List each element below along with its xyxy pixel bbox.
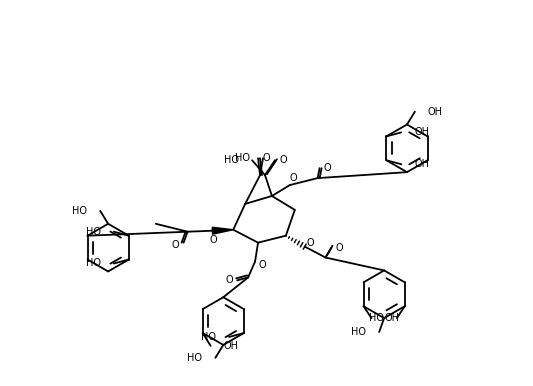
Text: HO: HO (369, 313, 384, 323)
Text: O: O (225, 275, 233, 285)
Text: OH: OH (414, 159, 429, 169)
Text: HO: HO (224, 155, 239, 165)
Text: OH: OH (384, 313, 399, 323)
Text: O: O (258, 261, 266, 271)
Text: OH: OH (428, 107, 443, 117)
Text: HO: HO (86, 259, 101, 269)
Text: O: O (290, 173, 297, 183)
Text: OH: OH (223, 341, 239, 351)
Polygon shape (212, 227, 233, 234)
Text: HO: HO (86, 227, 101, 237)
Text: HO: HO (235, 153, 250, 163)
Text: O: O (324, 163, 332, 173)
Text: HO: HO (188, 353, 203, 363)
Text: O: O (209, 235, 217, 245)
Text: OH: OH (414, 127, 429, 137)
Text: O: O (262, 153, 270, 163)
Text: O: O (307, 238, 314, 248)
Text: HO: HO (72, 206, 87, 216)
Text: O: O (336, 243, 343, 252)
Text: O: O (279, 155, 287, 165)
Text: HO: HO (201, 332, 216, 342)
Text: HO: HO (351, 327, 366, 337)
Text: O: O (172, 240, 180, 250)
